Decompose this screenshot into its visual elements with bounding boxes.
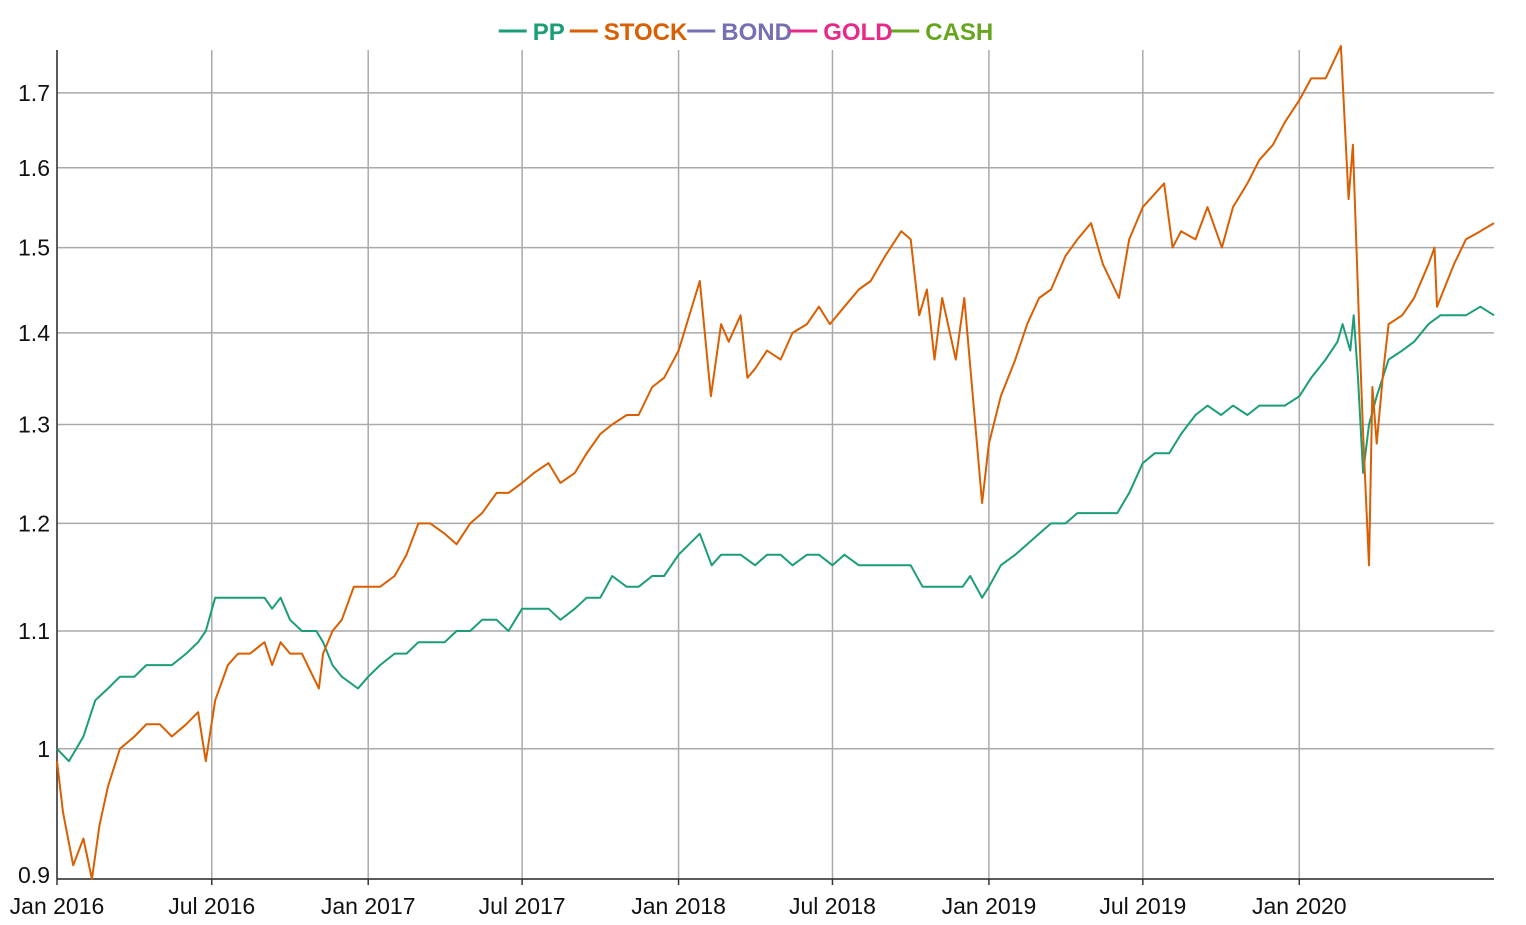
y-tick-label-0-9: 0.9 <box>18 862 50 888</box>
y-axis: 0.9 1 1.1 1.2 1.3 1.4 1.5 1.6 1.7 <box>18 80 50 888</box>
legend-label-bond[interactable]: BOND <box>721 19 792 46</box>
legend-label-stock[interactable]: STOCK <box>604 19 688 46</box>
series-layer <box>56 45 1495 880</box>
y-tick-label-1-3: 1.3 <box>18 411 50 437</box>
x-tick-label-jan-2017: Jan 2017 <box>321 893 416 919</box>
x-tick-label-jan-2016: Jan 2016 <box>10 893 105 919</box>
x-tick-label-jul-2017: Jul 2017 <box>479 893 566 919</box>
legend-label-pp[interactable]: PP <box>533 19 565 46</box>
series-line-pp <box>56 305 1495 763</box>
x-tick-label-jan-2018: Jan 2018 <box>631 893 726 919</box>
legend-label-gold[interactable]: GOLD <box>823 19 892 46</box>
y-tick-label-1-1: 1.1 <box>18 618 50 644</box>
y-tick-label-1-4: 1.4 <box>18 320 50 346</box>
y-tick-label-1-2: 1.2 <box>18 510 50 536</box>
y-tick-label-1-6: 1.6 <box>18 155 50 181</box>
x-tick-label-jul-2016: Jul 2016 <box>168 893 255 919</box>
y-tick-label-1-5: 1.5 <box>18 235 50 261</box>
axis-lines <box>56 50 1494 880</box>
y-tick-label-1-7: 1.7 <box>18 80 50 106</box>
legend: PP STOCK BOND GOLD CASH <box>498 19 993 46</box>
x-tick-label-jan-2020: Jan 2020 <box>1252 893 1347 919</box>
legend-label-cash[interactable]: CASH <box>925 19 993 46</box>
x-tick-label-jul-2018: Jul 2018 <box>789 893 876 919</box>
y-tick-label-1: 1 <box>37 736 50 762</box>
x-tick-label-jan-2019: Jan 2019 <box>942 893 1037 919</box>
x-axis: Jan 2016 Jul 2016 Jan 2017 Jul 2017 Jan 2018… <box>10 879 1347 919</box>
x-tick-label-jul-2019: Jul 2019 <box>1099 893 1186 919</box>
series-line-stock <box>56 45 1495 880</box>
